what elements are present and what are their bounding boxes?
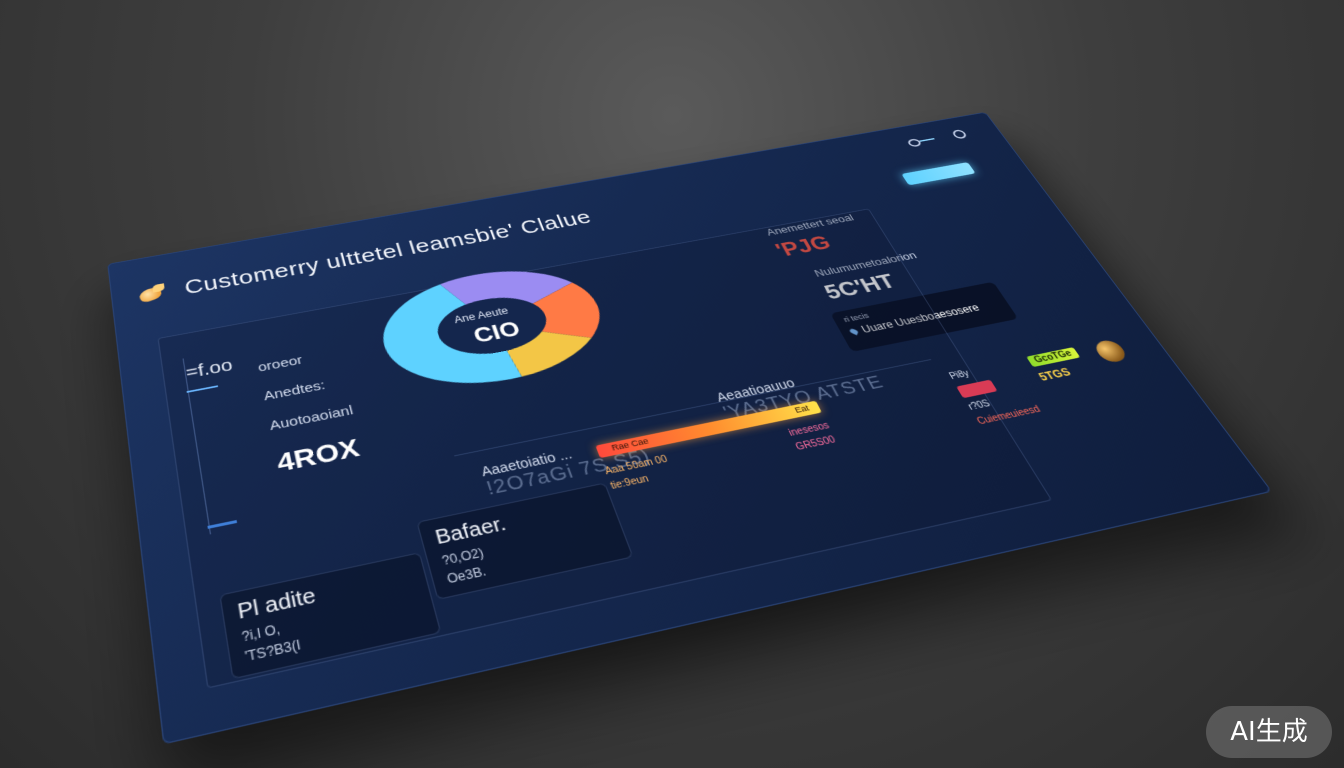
- red-tag: [956, 379, 998, 399]
- bird-logo-icon: [134, 280, 172, 307]
- progress-col-2: inesesos GR5S00: [786, 419, 840, 455]
- donut-chart[interactable]: Ane Aeute CIO: [349, 232, 645, 431]
- main-content: Ane Aeute CIO =f.oo oroeor Anedtes: Auot…: [157, 208, 1053, 689]
- axis-marker: [186, 385, 219, 393]
- top-action-button[interactable]: [901, 162, 976, 186]
- progress-area: Rae Cae Eat Aaa 50am 00 tie:9eun ineseso…: [595, 400, 840, 495]
- info-card-2[interactable]: Bafaer. ?0,O2) Oe3B.: [416, 482, 634, 601]
- progress-right-label: Eat: [793, 403, 811, 415]
- rc-col-2: GcoTGe 5TGS: [1026, 347, 1091, 383]
- yellow-value: 5TGS: [1036, 365, 1074, 384]
- settings-icon[interactable]: [950, 129, 969, 140]
- avatar[interactable]: [1091, 338, 1130, 364]
- dashboard-panel: Customerry ulttetel leamsbie' Clalue Ane…: [107, 111, 1273, 745]
- donut-slice-yellow[interactable]: [502, 323, 602, 378]
- metric-item: Auotoaoianl: [268, 402, 355, 434]
- metric-big-value: 4ROX: [274, 433, 363, 478]
- donut-slice-orange[interactable]: [526, 279, 610, 347]
- right-cluster: Pi8y r?0S Cuiemeuieesd GcoTGe 5TGS: [948, 338, 1153, 427]
- metric-item: oroeor: [256, 353, 304, 375]
- link-icon[interactable]: [906, 136, 935, 146]
- ai-generated-badge: AI生成: [1206, 706, 1332, 758]
- donut-svg: [370, 258, 610, 401]
- axis-top-label: =f.oo: [184, 356, 234, 383]
- info-card-1[interactable]: Pl adite ?i,I O, 'TS?B3(I: [219, 552, 442, 680]
- progress-col-1: Aaa 50am 00 tie:9eun: [603, 453, 677, 495]
- axis-bottom-marker: [207, 520, 238, 529]
- metric-item: Anedtes:: [262, 378, 327, 404]
- donut-hole: [430, 290, 556, 363]
- top-icons: [905, 129, 969, 147]
